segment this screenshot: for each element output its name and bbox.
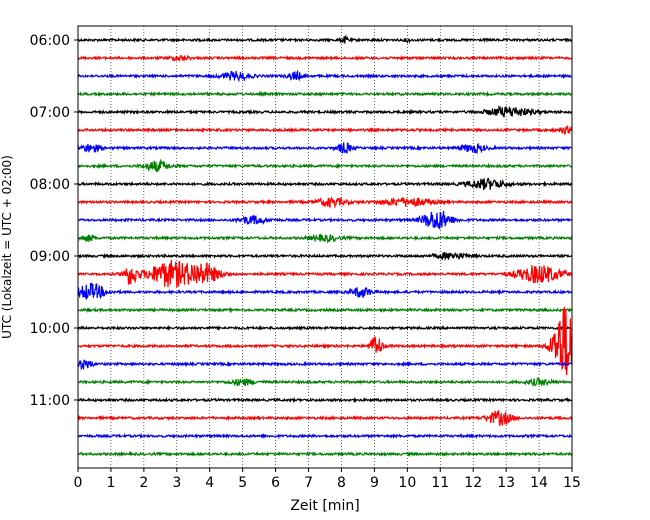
y-axis-label: UTC (Lokalzeit = UTC + 02:00) [0,155,14,339]
trace-1115 [77,410,573,427]
y-tick-label-0800: 08:00 [30,177,70,193]
trace-0715 [77,124,573,136]
trace-0815 [77,196,573,209]
x-axis-ticks: 0 1 2 3 4 5 6 7 8 9 10 11 12 13 14 15 [74,468,581,491]
x-tick-label-0: 0 [74,475,83,491]
trace-1030 [77,359,573,371]
trace-1000 [77,324,573,332]
trace-1045 [77,377,573,388]
x-tick-label-11: 11 [431,475,449,491]
x-tick-label-5: 5 [238,475,247,491]
trace-0630 [77,69,573,83]
trace-0645 [77,90,573,98]
x-tick-label-1: 1 [106,475,115,491]
trace-1145 [77,450,573,458]
x-tick-label-3: 3 [172,475,181,491]
x-tick-label-2: 2 [139,475,148,491]
trace-0730 [77,142,573,155]
grid-lines [110,26,540,468]
trace-0915 [77,259,573,288]
trace-0745 [77,158,573,173]
plot-frame [77,25,573,469]
seismic-traces [77,34,573,458]
y-tick-label-0600: 06:00 [30,33,70,49]
trace-1100 [77,396,573,404]
y-tick-label-1000: 10:00 [30,321,70,337]
trace-0930 [77,282,573,301]
trace-0830 [77,210,573,230]
trace-0700 [77,104,573,118]
trace-1130 [77,432,573,440]
x-tick-label-8: 8 [337,475,346,491]
y-tick-label-0700: 07:00 [30,105,70,121]
x-tick-label-10: 10 [398,475,416,491]
x-tick-label-9: 9 [370,475,379,491]
x-tick-label-13: 13 [497,475,515,491]
trace-0945 [77,306,573,314]
x-tick-label-4: 4 [205,475,214,491]
trace-0900 [77,251,573,261]
x-tick-label-6: 6 [271,475,280,491]
y-tick-label-0900: 09:00 [30,249,70,265]
trace-1015 [77,306,573,376]
x-tick-label-15: 15 [563,475,581,491]
trace-0600 [77,34,573,44]
x-tick-label-7: 7 [304,475,313,491]
trace-0845 [77,233,573,244]
trace-0800 [77,177,573,191]
x-tick-label-14: 14 [530,475,548,491]
trace-0615 [77,54,573,63]
y-tick-label-1100: 11:00 [30,393,70,409]
y-axis-ticks: 06:00 07:00 08:00 09:00 10:00 11:00 [30,33,78,409]
x-axis-label: Zeit [min] [290,498,359,514]
x-tick-label-12: 12 [464,475,482,491]
